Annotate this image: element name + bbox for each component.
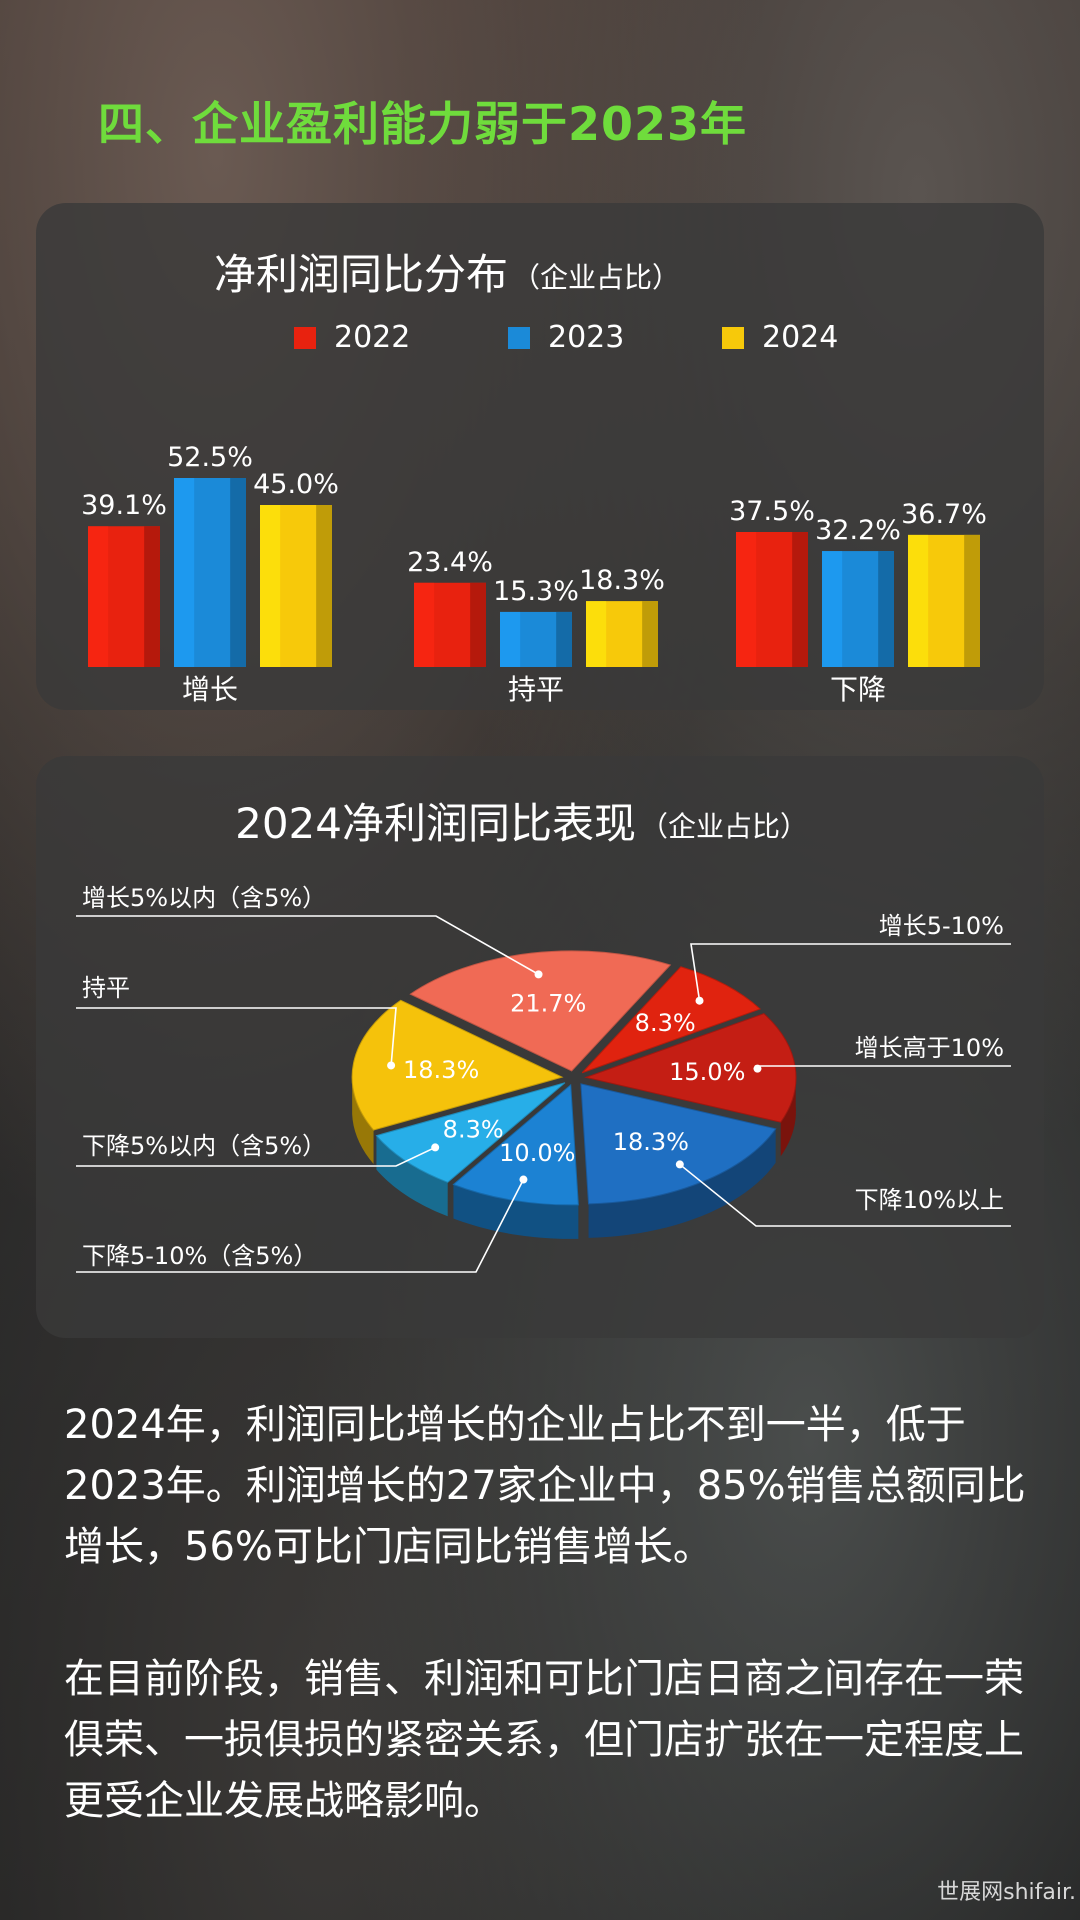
pie-leader: [753, 1064, 1011, 1073]
pie-slice-增长5-10%: [581, 966, 762, 1074]
bar-value-label: 32.2%: [815, 515, 901, 546]
bar-value-label: 18.3%: [579, 565, 665, 596]
bar-value-label: 52.5%: [167, 442, 253, 473]
pie-category-label: 下降5%以内（含5%）: [82, 1132, 326, 1160]
pie-category-label: 增长5-10%: [879, 912, 1004, 940]
pie-leader: [76, 1143, 440, 1167]
bar-value-label: 39.1%: [81, 490, 167, 521]
bar-持平-2024: [586, 601, 658, 667]
bar-value-label: 15.3%: [493, 576, 579, 607]
pie-category-label: 增长5%以内（含5%）: [82, 884, 326, 912]
pie-value-label: 8.3%: [635, 1009, 696, 1037]
bar-category-label: 增长: [182, 673, 238, 706]
pie-value-label: 21.7%: [510, 990, 586, 1018]
pie-value-label: 10.0%: [499, 1139, 575, 1167]
pie-leader: [76, 1175, 528, 1273]
pie-leader: [76, 915, 543, 979]
bar-下降-2022: [736, 532, 808, 667]
pie-chart-subtitle: （企业占比）: [640, 810, 808, 843]
bar-增长-2024: [260, 505, 332, 667]
bar-chart-legend: 2022 2023 2024: [294, 320, 838, 355]
bar-下降-2023: [822, 551, 894, 667]
pie-category-label: 增长高于10%: [855, 1034, 1004, 1062]
bar-value-label: 23.4%: [407, 547, 493, 578]
bar-category-label: 持平: [508, 673, 564, 706]
bar-增长-2022: [88, 526, 160, 667]
pie-value-label: 8.3%: [443, 1115, 504, 1143]
bar-category-label: 下降: [830, 673, 886, 706]
page-title: 四、企业盈利能力弱于2023年: [98, 97, 748, 151]
summary-paragraph-1: 2024年，利润同比增长的企业占比不到一半，低于2023年。利润增长的27家企业…: [64, 1402, 1026, 1570]
legend-label-2022: 2022: [334, 320, 410, 355]
bar-chart-title: 净利润同比分布: [214, 250, 508, 299]
pie-chart: 2024净利润同比表现 （企业占比） 8.3%15.0%18.3%10.0%8.…: [76, 799, 1011, 1273]
bar-增长-2023: [174, 478, 246, 667]
pie-value-label: 18.3%: [613, 1128, 689, 1156]
summary-paragraph-2: 在目前阶段，销售、利润和可比门店日商之间存在一荣俱荣、一损俱损的紧密关系，但门店…: [64, 1656, 1024, 1824]
bar-持平-2023: [500, 611, 572, 667]
legend-swatch-2024: [722, 327, 744, 349]
pie-slice-持平: [351, 999, 564, 1131]
bar-chart-panel: 净利润同比分布 （企业占比） 2022 2023 2024 39.1% 52.5% 45…: [36, 203, 1044, 710]
pie-chart-title: 2024净利润同比表现: [235, 799, 636, 848]
pie-category-label: 下降5-10%（含5%）: [82, 1242, 317, 1270]
legend-label-2024: 2024: [762, 320, 838, 355]
legend-swatch-2022: [294, 327, 316, 349]
bar-chart-subtitle: （企业占比）: [512, 261, 680, 294]
bar-下降-2024: [908, 534, 980, 667]
pie-chart-panel: 2024净利润同比表现 （企业占比） 8.3% 15.0% 18.3% 10.0% 8.…: [36, 756, 1044, 1338]
pie-category-label: 下降10%以上: [855, 1186, 1004, 1214]
pie-category-label: 持平: [82, 974, 130, 1002]
legend-label-2023: 2023: [548, 320, 624, 355]
pie-chart-marks: 8.3%15.0%18.3%10.0%8.3%18.3%21.7%增长5-10%…: [76, 884, 1011, 1273]
watermark: 世展网shifair.: [937, 1880, 1076, 1905]
bar-持平-2022: [414, 582, 486, 667]
bar-value-label: 45.0%: [253, 469, 339, 500]
bar-chart: 净利润同比分布 （企业占比） 2022 2023 2024 39.1%52.5%45…: [81, 250, 987, 706]
pie-leader: [76, 1007, 397, 1070]
pie-leader: [690, 943, 1011, 1005]
pie-value-label: 15.0%: [669, 1058, 745, 1086]
bar-value-label: 37.5%: [729, 496, 815, 527]
bar-value-label: 36.7%: [901, 499, 987, 530]
pie-value-label: 18.3%: [403, 1056, 479, 1084]
legend-swatch-2023: [508, 327, 530, 349]
pie-leader: [675, 1160, 1011, 1227]
pie-slice-增长5%以内（含5%）: [409, 950, 672, 1072]
